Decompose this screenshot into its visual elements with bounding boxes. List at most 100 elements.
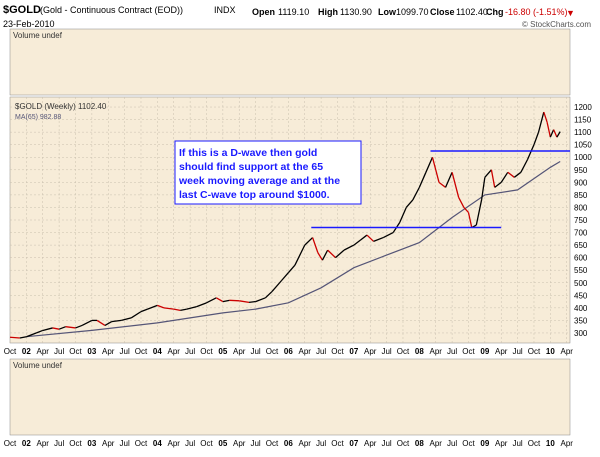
price-segment: [327, 249, 336, 259]
price-segment: [215, 297, 224, 303]
x-tick-label: 06: [284, 347, 293, 356]
support-lines: [311, 150, 570, 229]
price-segment: [526, 144, 535, 161]
x-tick-label: 05: [218, 347, 227, 356]
price-segment: [444, 172, 453, 188]
low-label: Low: [378, 7, 397, 17]
y-tick-label: 700: [574, 229, 588, 238]
y-tick-label: 1050: [574, 141, 592, 150]
price-segment: [58, 326, 66, 330]
price-segment: [111, 319, 122, 323]
x-tick-label: Apr: [364, 439, 377, 448]
x-tick-label: Jul: [316, 439, 326, 448]
price-segment: [196, 302, 207, 308]
close-value: 1102.40: [456, 7, 488, 17]
price-segment: [490, 169, 496, 188]
x-tick-label: Oct: [266, 439, 279, 448]
x-tick-label: Apr: [430, 439, 443, 448]
y-tick-label: 1200: [574, 103, 592, 112]
price-segment: [121, 317, 132, 322]
price-segment: [463, 207, 469, 213]
x-tick-label: 09: [480, 439, 489, 448]
chg-down-arrow-icon: ▼: [566, 8, 575, 18]
x-tick-label: 04: [153, 347, 162, 356]
x-tick-label: Oct: [200, 439, 213, 448]
x-tick-label: Oct: [266, 347, 279, 356]
price-segment: [520, 159, 529, 173]
y-tick-label: 750: [574, 216, 588, 225]
x-tick-label: Jul: [185, 347, 195, 356]
price-segment: [35, 329, 43, 334]
x-tick-label: Oct: [331, 347, 344, 356]
price-segment: [321, 249, 329, 261]
annotation-box: [174, 140, 362, 205]
price-segment: [533, 131, 540, 145]
chart-date: 23-Feb-2010: [3, 19, 55, 29]
x-tick-label: Jul: [447, 439, 457, 448]
x-tick-label: Jul: [512, 439, 522, 448]
low-value: 1099.70: [396, 7, 429, 17]
price-segment: [206, 297, 217, 304]
x-tick-label: Jul: [447, 347, 457, 356]
annotation-line-3: week moving average and at the: [178, 175, 340, 187]
price-segment: [549, 129, 555, 138]
price-segment: [500, 171, 509, 183]
x-tick-label: Oct: [135, 347, 148, 356]
price-segment: [553, 129, 558, 138]
x-tick-label: Apr: [37, 347, 50, 356]
price-segment: [484, 169, 492, 178]
price-segment: [425, 156, 434, 173]
x-axis-labels-bottom: Oct 02 Apr Jul Oct 03 Apr Jul Oct 04 Apr Jul Oct 05 Ap…: [4, 439, 574, 448]
price-segment: [130, 311, 142, 319]
price-segment: [438, 181, 446, 188]
annotation-line-1: If this is a D-wave then gold: [179, 147, 317, 159]
x-tick-label: Oct: [4, 439, 17, 448]
y-tick-label: 400: [574, 304, 588, 313]
x-tick-label: Apr: [102, 439, 115, 448]
x-tick-label: Apr: [299, 439, 312, 448]
price-segment: [458, 197, 465, 208]
x-tick-label: Jul: [512, 347, 522, 356]
price-segment: [186, 305, 197, 310]
x-tick-label: Jul: [120, 439, 130, 448]
x-tick-label: 04: [153, 439, 162, 448]
price-segment: [366, 234, 374, 242]
x-tick-label: Apr: [364, 347, 377, 356]
ma-line: [26, 160, 561, 338]
price-segment: [287, 264, 296, 274]
chg-value: -16.80 (-1.51%): [505, 7, 568, 17]
annotation-line-4: last C-wave top around $1000.: [179, 189, 330, 201]
x-tick-label: Oct: [4, 347, 17, 356]
x-tick-label: Apr: [430, 347, 443, 356]
price-segment: [399, 207, 407, 223]
price-segment: [480, 177, 486, 201]
chart-exchange: INDX: [214, 5, 236, 15]
price-segment: [311, 237, 319, 253]
y-tick-label: 450: [574, 291, 588, 300]
price-segment: [163, 307, 174, 310]
x-tick-label: Apr: [102, 347, 115, 356]
x-tick-label: 08: [415, 439, 424, 448]
price-segment: [52, 327, 60, 330]
chg-label: Chg: [486, 7, 504, 17]
chart-description: (Gold - Continuous Contract (EOD)): [40, 5, 183, 15]
x-tick-label: Oct: [397, 347, 410, 356]
price-segment: [26, 332, 37, 338]
x-tick-label: 06: [284, 439, 293, 448]
price-segment: [248, 300, 256, 303]
x-tick-label: Jul: [185, 439, 195, 448]
price-segment: [546, 121, 551, 138]
x-tick-label: Jul: [54, 439, 64, 448]
x-tick-label: Apr: [299, 347, 312, 356]
x-tick-label: Oct: [200, 347, 213, 356]
price-segment: [104, 321, 112, 326]
watermark: © StockCharts.com: [522, 20, 591, 29]
x-tick-label: Oct: [528, 439, 541, 448]
x-tick-label: Jul: [381, 347, 391, 356]
y-tick-label: 550: [574, 266, 588, 275]
price-segment: [81, 319, 93, 327]
price-segment: [281, 272, 289, 281]
price-segment: [467, 212, 473, 228]
